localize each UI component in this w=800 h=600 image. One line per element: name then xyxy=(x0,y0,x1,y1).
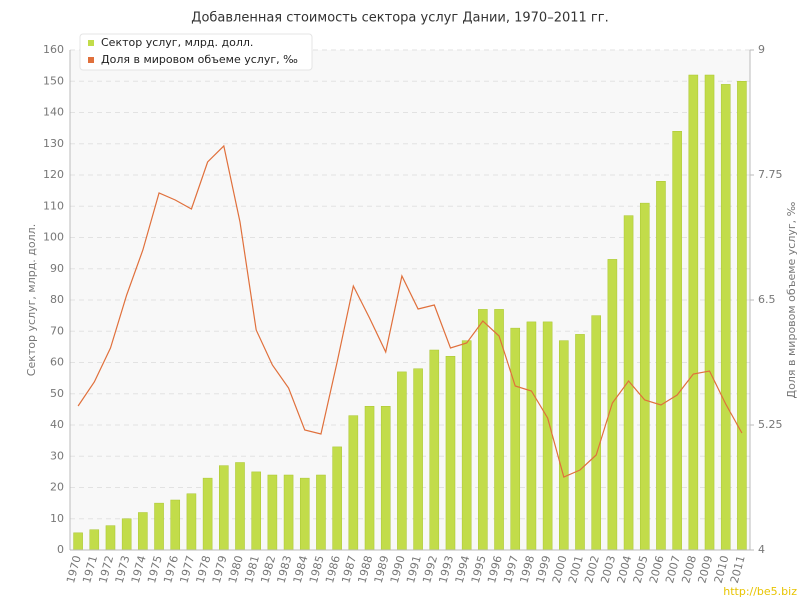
bar xyxy=(704,74,715,551)
bar xyxy=(591,315,601,551)
bar xyxy=(623,215,634,551)
bar xyxy=(186,493,197,551)
bar xyxy=(267,474,278,551)
bar xyxy=(283,474,294,551)
chart-title: Добавленная стоимость сектора услуг Дани… xyxy=(191,11,608,26)
y-tick-label: 110 xyxy=(43,199,64,212)
y2-tick-label: 4 xyxy=(758,543,765,556)
bar xyxy=(299,477,310,551)
y-tick-label: 0 xyxy=(57,543,64,556)
y2-axis-title: Доля в мировом объеме услуг, ‰ xyxy=(785,201,798,398)
bar xyxy=(510,327,521,551)
bar xyxy=(105,525,116,551)
y-tick-label: 140 xyxy=(43,106,64,119)
bar xyxy=(575,334,585,551)
bar xyxy=(73,532,83,551)
bar xyxy=(170,499,181,551)
legend-box xyxy=(79,33,313,71)
bar xyxy=(138,512,148,551)
bar xyxy=(737,81,747,551)
y-tick-label: 70 xyxy=(50,324,64,337)
y-tick-label: 90 xyxy=(50,262,64,275)
bar xyxy=(364,406,375,551)
y-tick-label: 160 xyxy=(43,43,64,56)
bar xyxy=(526,321,537,551)
bar xyxy=(219,465,229,551)
bar xyxy=(559,340,569,551)
grid: 0 10 20 30 40 50 60 70 80 90 100 110 120 130 140 150 160… xyxy=(43,43,783,585)
bar xyxy=(316,474,326,551)
y-tick-label: 10 xyxy=(50,512,64,525)
legend-label: Сектор услуг, млрд. долл. xyxy=(101,36,253,49)
y-tick-label: 130 xyxy=(43,137,64,150)
y2-tick-label: 5.25 xyxy=(758,418,783,431)
bar xyxy=(397,371,407,551)
bar xyxy=(656,181,666,551)
bar xyxy=(429,349,440,551)
bar xyxy=(639,202,650,551)
line xyxy=(77,144,743,478)
bar xyxy=(154,502,164,551)
bar xyxy=(445,356,456,551)
watermark: http://be5.biz xyxy=(723,585,797,598)
bar xyxy=(332,446,342,551)
bar xyxy=(720,84,731,551)
y-tick-label: 30 xyxy=(50,449,64,462)
y-axis-title: Сектор услуг, млрд. долл. xyxy=(25,224,38,376)
legend: Сектор услуг, млрд. долл. Доля в мировом … xyxy=(79,33,313,71)
bar xyxy=(89,529,100,551)
y2-tick-label: 7.75 xyxy=(758,168,783,181)
legend-swatch xyxy=(88,40,94,46)
bar xyxy=(121,518,132,551)
marks xyxy=(73,74,747,551)
y-tick-label: 120 xyxy=(43,168,64,181)
legend-swatch xyxy=(88,57,94,63)
y-tick-label: 100 xyxy=(43,231,64,244)
bar xyxy=(461,340,472,551)
legend-label: Доля в мировом объеме услуг, ‰ xyxy=(101,53,298,66)
bar xyxy=(478,309,488,551)
bar xyxy=(688,74,699,551)
bar xyxy=(413,368,423,551)
bar xyxy=(202,477,213,551)
y-tick-label: 60 xyxy=(50,356,64,369)
bar xyxy=(672,131,682,551)
y-tick-label: 20 xyxy=(50,481,64,494)
y-tick-label: 50 xyxy=(50,387,64,400)
plot-area xyxy=(70,50,750,550)
y-tick-label: 150 xyxy=(43,74,64,87)
bar xyxy=(542,321,553,551)
bar xyxy=(348,415,359,551)
bar xyxy=(235,462,245,551)
y-tick-label: 80 xyxy=(50,293,64,306)
y-tick-label: 40 xyxy=(50,418,64,431)
y2-tick-label: 6.5 xyxy=(758,293,776,306)
y2-tick-label: 9 xyxy=(758,43,765,56)
bar xyxy=(380,406,391,551)
bar xyxy=(251,471,261,551)
